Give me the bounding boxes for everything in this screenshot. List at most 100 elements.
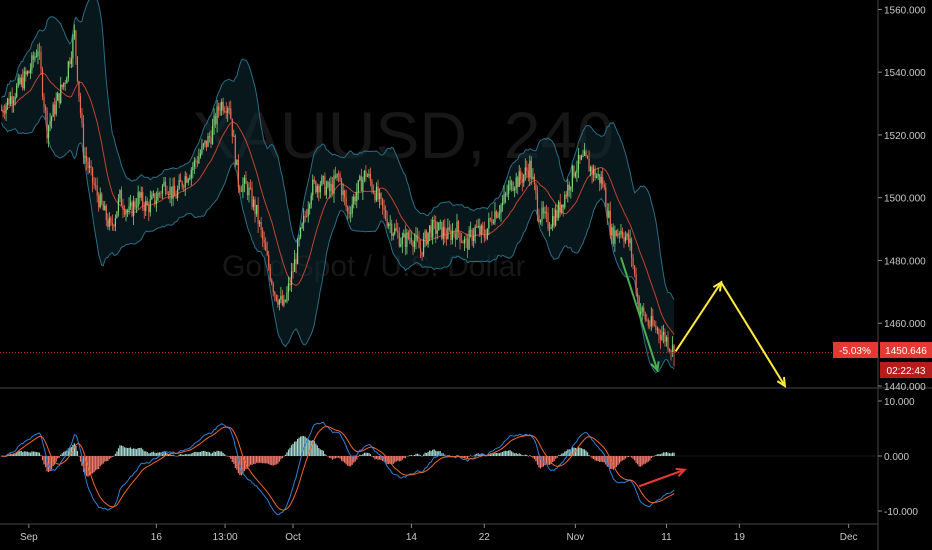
candle-body <box>61 84 63 87</box>
candle <box>221 98 223 116</box>
candle <box>345 189 347 211</box>
macd-histogram-bar <box>213 451 215 456</box>
macd-histogram-bar <box>231 456 233 462</box>
candle-body <box>667 337 669 350</box>
candle <box>170 186 173 207</box>
candle <box>602 167 604 189</box>
macd-histogram-bar <box>418 454 420 456</box>
candle <box>512 181 514 192</box>
macd-histogram-bar <box>202 450 205 456</box>
candle <box>142 186 144 211</box>
candle <box>198 148 200 165</box>
candle <box>547 206 549 232</box>
macd-histogram-bar <box>360 455 362 456</box>
candle-body <box>372 190 375 193</box>
macd-histogram-bar <box>122 446 124 456</box>
candle <box>380 192 382 205</box>
candle <box>32 51 35 68</box>
candle-body <box>88 166 91 168</box>
macd-histogram-bar <box>208 452 211 456</box>
candle-body <box>421 251 423 256</box>
macd-histogram-bar <box>673 452 675 456</box>
candle-body <box>621 230 624 237</box>
candle-body <box>483 229 485 238</box>
candle-body <box>85 155 88 162</box>
macd-histogram-bar <box>61 453 63 456</box>
candle-body <box>283 299 285 305</box>
candle-body <box>126 210 129 212</box>
candle <box>609 201 611 239</box>
candle-body <box>380 193 382 199</box>
macd-histogram-bar <box>67 448 69 456</box>
macd-histogram-bar <box>579 447 581 456</box>
candle <box>173 177 176 197</box>
candle-body <box>638 296 640 315</box>
candle-body <box>632 257 634 266</box>
candle <box>234 134 236 168</box>
candle <box>92 166 94 193</box>
time-tick-label: Sep <box>20 532 38 543</box>
candle-body <box>219 109 221 111</box>
candle-body <box>671 345 674 352</box>
candle <box>432 216 434 245</box>
candle-body <box>177 188 179 199</box>
candle <box>577 148 580 179</box>
macd-histogram-bar <box>369 454 372 456</box>
macd-pane[interactable] <box>0 421 876 516</box>
candle-body <box>512 189 514 191</box>
candle-body <box>591 166 593 175</box>
candle-body <box>108 217 110 227</box>
macd-histogram-bar <box>260 456 262 463</box>
candle <box>260 216 262 238</box>
candle-body <box>309 204 311 209</box>
candle <box>617 228 619 239</box>
candle-body <box>640 311 642 315</box>
candle-body <box>263 239 265 243</box>
price-pane[interactable] <box>0 0 932 389</box>
candle <box>330 176 332 198</box>
candle-body <box>104 205 106 211</box>
macd-histogram-bar <box>511 451 513 456</box>
candle <box>623 232 625 248</box>
candle-body <box>391 223 393 236</box>
candle-body <box>307 208 309 217</box>
candle-body <box>673 345 675 353</box>
macd-histogram-bar <box>577 447 580 456</box>
candle-body <box>149 199 151 213</box>
macd-histogram-bar <box>184 454 186 456</box>
candle <box>539 219 542 225</box>
macd-histogram-bar <box>227 456 229 457</box>
candle-body <box>278 299 280 305</box>
candle <box>82 115 85 165</box>
green-arrow-head <box>650 361 660 373</box>
macd-histogram-bar <box>82 456 85 472</box>
candle <box>72 34 74 68</box>
macd-tick-label: -10.000 <box>884 507 918 518</box>
candle-body <box>260 222 262 230</box>
macd-histogram-bar <box>198 452 200 456</box>
macd-histogram-bar <box>383 456 385 462</box>
candle-body <box>31 55 33 70</box>
candle-body <box>564 194 566 208</box>
candle-body <box>477 226 479 228</box>
candle-body <box>55 100 57 115</box>
candle <box>107 213 109 230</box>
candle <box>319 180 321 199</box>
candle-body <box>67 61 69 78</box>
candle <box>467 234 469 259</box>
candle <box>568 181 570 198</box>
red-arrow-head <box>675 467 687 477</box>
candle <box>385 205 387 221</box>
candle <box>155 191 157 212</box>
macd-histogram-bar <box>536 456 539 465</box>
candle <box>219 102 221 116</box>
macd-histogram-bar <box>192 452 194 456</box>
candle-body <box>606 207 608 218</box>
macd-histogram-bar <box>295 441 297 456</box>
candle-body <box>245 177 247 185</box>
candle-body <box>73 30 75 38</box>
macd-histogram-bar <box>312 440 314 456</box>
candle <box>486 228 488 241</box>
green-arrow-shaft <box>619 257 659 371</box>
macd-histogram-bar <box>287 449 290 456</box>
